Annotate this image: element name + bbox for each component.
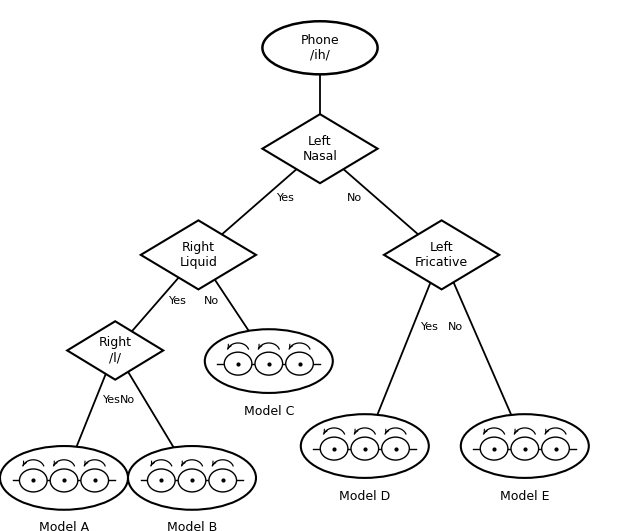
Text: Model E: Model E (500, 490, 550, 502)
Ellipse shape (301, 414, 429, 478)
Ellipse shape (205, 329, 333, 393)
Ellipse shape (461, 414, 589, 478)
Text: No: No (204, 296, 218, 306)
Text: No: No (347, 193, 362, 203)
Text: Model A: Model A (39, 521, 89, 531)
Polygon shape (67, 321, 163, 380)
Text: Model B: Model B (167, 521, 217, 531)
Polygon shape (384, 220, 499, 289)
Text: Left
Fricative: Left Fricative (415, 241, 468, 269)
Circle shape (224, 352, 252, 375)
Text: Left
Nasal: Left Nasal (303, 135, 337, 162)
Circle shape (541, 437, 570, 460)
Text: Yes: Yes (168, 296, 186, 306)
Ellipse shape (262, 21, 378, 74)
Polygon shape (141, 220, 256, 289)
Ellipse shape (128, 446, 256, 510)
Text: Phone
/ih/: Phone /ih/ (301, 34, 339, 62)
Circle shape (285, 352, 314, 375)
Text: Yes: Yes (277, 193, 294, 203)
Text: Right
/l/: Right /l/ (99, 337, 132, 364)
Text: No: No (448, 322, 463, 331)
Text: Right
Liquid: Right Liquid (179, 241, 218, 269)
Circle shape (209, 469, 237, 492)
Text: Yes: Yes (420, 322, 438, 331)
Circle shape (351, 437, 379, 460)
Circle shape (19, 469, 47, 492)
Circle shape (50, 469, 78, 492)
Ellipse shape (0, 446, 128, 510)
Circle shape (511, 437, 539, 460)
Text: Yes: Yes (103, 395, 121, 405)
Circle shape (320, 437, 348, 460)
Circle shape (255, 352, 283, 375)
Text: Model D: Model D (339, 490, 390, 502)
Circle shape (147, 469, 175, 492)
Text: Model C: Model C (244, 405, 294, 417)
Polygon shape (262, 114, 378, 183)
Circle shape (480, 437, 508, 460)
Circle shape (178, 469, 206, 492)
Text: No: No (120, 396, 135, 406)
Circle shape (81, 469, 109, 492)
Circle shape (381, 437, 410, 460)
